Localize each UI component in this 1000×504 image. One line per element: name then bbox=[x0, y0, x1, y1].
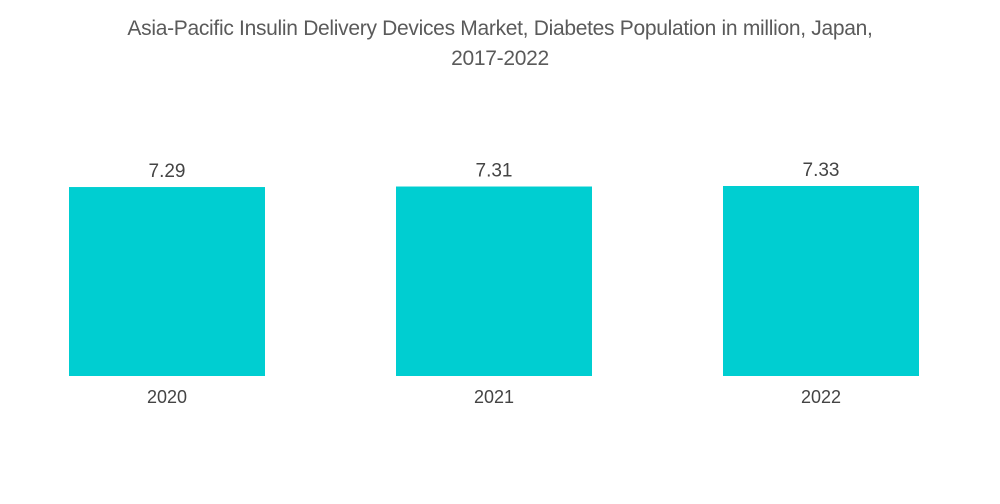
chart-title: Asia-Pacific Insulin Delivery Devices Ma… bbox=[0, 14, 1000, 74]
chart-title-line1: Asia-Pacific Insulin Delivery Devices Ma… bbox=[127, 17, 873, 40]
bar-2020 bbox=[69, 187, 265, 376]
data-label-2022: 7.33 bbox=[803, 160, 840, 181]
bar-2022 bbox=[723, 186, 919, 376]
data-label-2021: 7.31 bbox=[476, 161, 513, 182]
data-label-2020: 7.29 bbox=[149, 161, 186, 182]
bar-2021 bbox=[396, 186, 592, 376]
x-tick-label-2021: 2021 bbox=[474, 387, 514, 407]
chart-title-line2: 2017-2022 bbox=[451, 47, 549, 70]
x-tick-label-2020: 2020 bbox=[147, 387, 187, 407]
x-tick-label-2022: 2022 bbox=[801, 387, 841, 407]
